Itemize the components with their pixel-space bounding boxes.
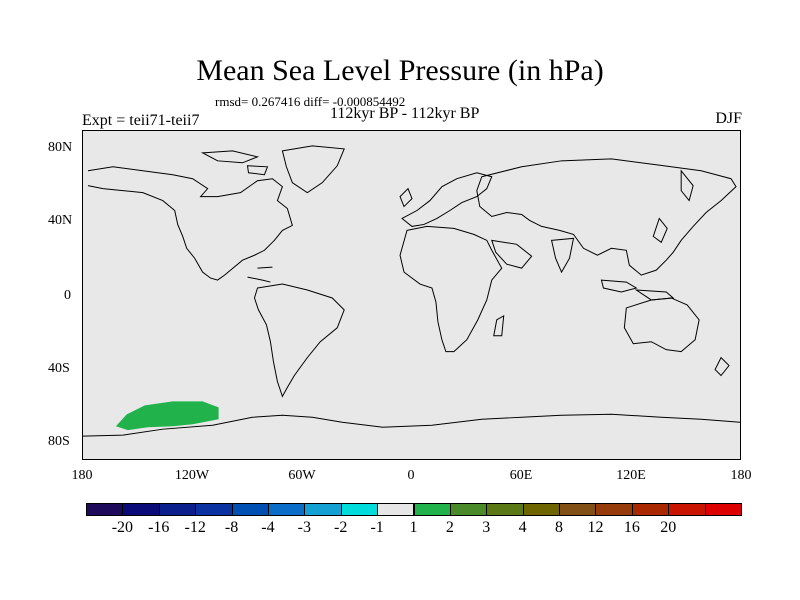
season-label: DJF (715, 110, 742, 127)
map-panel (82, 130, 741, 460)
colorbar-label: 8 (555, 519, 564, 536)
colorbar-swatch (86, 503, 124, 516)
colorbar-swatch (486, 503, 524, 516)
colorbar-swatch (340, 503, 379, 516)
colorbar-swatch (413, 503, 451, 516)
lon-label-120w: 120W (174, 468, 210, 483)
lon-label-180e: 180 (730, 468, 752, 483)
colorbar-label: -1 (370, 519, 384, 536)
period-label: 112kyr BP - 112kyr BP (330, 105, 480, 122)
lon-label-60e: 60E (509, 468, 533, 483)
pressure-anomaly-region (115, 401, 219, 431)
world-map (83, 145, 740, 437)
lat-label-40n: 40N (48, 213, 73, 228)
colorbar-swatch (267, 503, 306, 516)
colorbar-swatch (704, 503, 742, 516)
colorbar-label: -8 (224, 519, 239, 536)
colorbar-swatch (195, 503, 233, 516)
experiment-label: Expt = teii71-teii7 (82, 112, 200, 129)
lon-label-0: 0 (407, 468, 415, 483)
colorbar-label: 4 (518, 519, 527, 536)
colorbar-label: -12 (184, 519, 206, 536)
colorbar-swatch (377, 503, 415, 516)
colorbar-label: 3 (482, 519, 491, 536)
colorbar-label: 20 (660, 519, 677, 536)
lat-label-0: 0 (64, 288, 71, 303)
colorbar-swatch (595, 503, 633, 516)
colorbar-swatch (631, 503, 670, 516)
colorbar-swatch (122, 503, 160, 516)
colorbar-label: 16 (623, 519, 640, 536)
colorbar-label: 2 (445, 519, 454, 536)
lat-label-80n: 80N (48, 140, 73, 155)
lon-label-180w: 180 (71, 468, 93, 483)
coastlines (83, 145, 740, 437)
colorbar-label: 12 (587, 519, 604, 536)
lon-label-120e: 120E (616, 468, 646, 483)
lat-label-80s: 80S (48, 434, 70, 449)
colorbar-swatch (158, 503, 197, 516)
colorbar-swatch (304, 503, 342, 516)
lon-label-60w: 60W (288, 468, 316, 483)
colorbar-swatch (522, 503, 561, 516)
rmsd-diff-stats: rmsd= 0.267416 diff= -0.000854492 (215, 94, 406, 109)
colorbar-label: -16 (148, 519, 170, 536)
colorbar-swatch (668, 503, 706, 516)
colorbar-label: -4 (261, 519, 275, 536)
colorbar-label: 1 (409, 519, 418, 536)
colorbar-swatch (559, 503, 597, 516)
colorbar-label: -3 (297, 519, 311, 536)
colorbar-label: -2 (334, 519, 348, 536)
lat-label-40s: 40S (48, 361, 70, 376)
map-title: Mean Sea Level Pressure (in hPa) (196, 54, 604, 87)
colorbar-swatch (449, 503, 488, 516)
colorbar-swatch (231, 503, 269, 516)
colorbar-label: -20 (111, 519, 134, 536)
